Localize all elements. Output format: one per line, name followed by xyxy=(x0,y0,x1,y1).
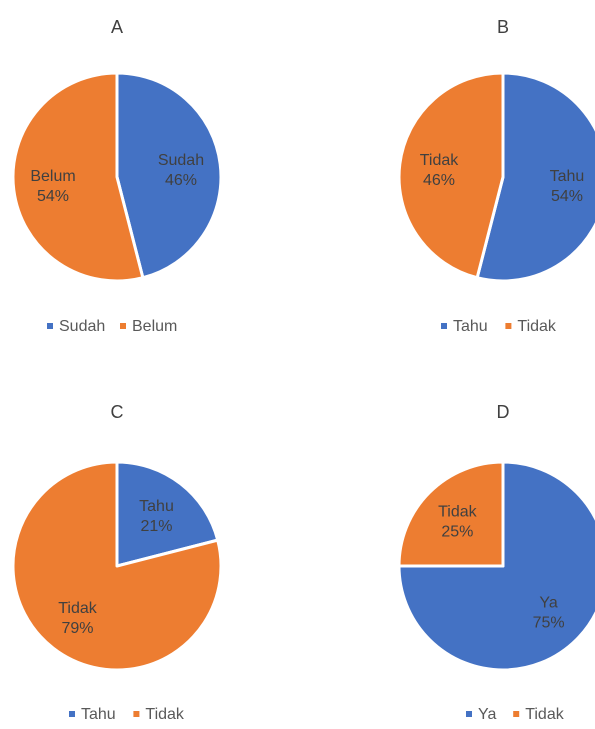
legend-swatch xyxy=(441,323,447,329)
data-label-name: Tahu xyxy=(550,168,585,185)
data-label-name: Tidak xyxy=(58,600,98,617)
data-label-percent: 75% xyxy=(533,615,565,632)
data-label-percent: 79% xyxy=(61,620,93,637)
data-label-percent: 54% xyxy=(551,188,583,205)
legend-label: Tidak xyxy=(525,706,565,723)
legend-label: Belum xyxy=(132,318,177,335)
pie-slice-tidak xyxy=(397,460,505,568)
chart-title: C xyxy=(111,402,124,422)
legend-label: Tidak xyxy=(517,318,557,335)
pie-chart-c: C Tahu 21% Tidak 79% Tahu Tidak xyxy=(11,402,223,723)
pie-slice-tidak xyxy=(397,71,505,280)
data-label-name: Tidak xyxy=(420,152,460,169)
pie-slice-tahu xyxy=(475,71,595,283)
legend-swatch xyxy=(513,711,520,717)
data-label-percent: 46% xyxy=(423,172,455,189)
legend-label: Ya xyxy=(478,706,496,723)
pie-slice-sudah xyxy=(115,71,223,280)
pie-chart-a: A Sudah 46% Belum 54% Sudah Belum xyxy=(11,17,223,335)
legend-swatch xyxy=(133,711,140,717)
legend-label: Tidak xyxy=(145,706,185,723)
legend-swatch xyxy=(120,323,126,329)
legend-swatch xyxy=(69,711,75,717)
legend-swatch xyxy=(47,323,53,329)
legend: Tahu Tidak xyxy=(69,706,185,723)
data-label-name: Ya xyxy=(539,595,557,612)
chart-title: A xyxy=(111,17,123,37)
chart-title: D xyxy=(497,402,510,422)
pie-chart-b: B Tahu 54% Tidak 46% Tahu Tidak xyxy=(397,17,595,335)
data-label-percent: 46% xyxy=(165,172,197,189)
legend: Sudah Belum xyxy=(47,318,177,335)
legend-swatch xyxy=(466,711,472,717)
pie-slice-belum xyxy=(11,71,145,283)
pie-slice-tahu xyxy=(115,460,220,568)
legend: Ya Tidak xyxy=(466,706,565,723)
legend: Tahu Tidak xyxy=(441,318,557,335)
data-label-name: Belum xyxy=(30,168,75,185)
legend-swatch xyxy=(505,323,512,329)
data-label-percent: 25% xyxy=(441,523,473,540)
legend-label: Tahu xyxy=(81,706,116,723)
data-label-percent: 54% xyxy=(37,188,69,205)
chart-title: B xyxy=(497,17,509,37)
data-label-percent: 21% xyxy=(141,518,173,535)
legend-label: Sudah xyxy=(59,318,105,335)
pie-slice-tidak xyxy=(11,460,223,672)
pie-chart-d: D Ya 75% Tidak 25% Ya Tidak xyxy=(397,402,595,723)
legend-label: Tahu xyxy=(453,318,488,335)
data-label-name: Sudah xyxy=(158,152,204,169)
pie-slice-ya xyxy=(397,460,595,672)
data-label-name: Tahu xyxy=(139,498,174,515)
data-label-name: Tidak xyxy=(438,503,478,520)
